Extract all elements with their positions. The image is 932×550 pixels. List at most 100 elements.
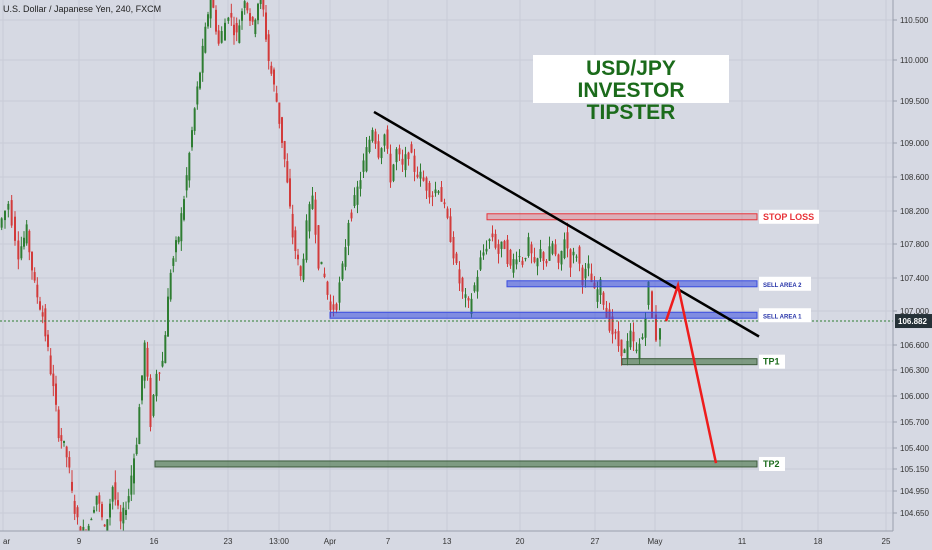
time-tick-label: 20 bbox=[516, 537, 525, 546]
sell-area-2-label-bg bbox=[759, 276, 811, 291]
candle-body bbox=[57, 409, 60, 439]
candle-body bbox=[356, 186, 359, 205]
candle-body bbox=[335, 303, 338, 310]
candle-body bbox=[410, 144, 413, 153]
candle-body bbox=[320, 261, 323, 265]
candle-body bbox=[431, 195, 434, 197]
candle-body bbox=[90, 519, 93, 521]
candle-body bbox=[95, 495, 98, 505]
candle-body bbox=[458, 269, 461, 284]
candle-body bbox=[587, 263, 590, 269]
candle-body bbox=[488, 239, 491, 241]
candle-body bbox=[353, 195, 356, 206]
candle-body bbox=[28, 230, 31, 253]
symbol-title: U.S. Dollar / Japanese Yen, 240, FXCM bbox=[3, 4, 162, 14]
candle-body bbox=[641, 337, 644, 340]
candle-body bbox=[602, 292, 605, 305]
candle-body bbox=[299, 266, 302, 277]
price-tick-label: 106.600 bbox=[900, 341, 929, 350]
candle-body bbox=[44, 308, 47, 337]
candle-body bbox=[87, 525, 90, 534]
candle-body bbox=[557, 254, 560, 263]
candle-body bbox=[554, 244, 557, 255]
candle-body bbox=[180, 213, 183, 242]
candle-body bbox=[249, 13, 251, 21]
candle-body bbox=[63, 440, 65, 443]
candle-body bbox=[497, 244, 500, 254]
candle-body bbox=[521, 260, 524, 265]
candle-body bbox=[106, 519, 109, 536]
candle-body bbox=[41, 312, 44, 317]
candle-body bbox=[133, 458, 135, 484]
candle-body bbox=[332, 304, 335, 310]
tp2-label-bg bbox=[759, 456, 785, 471]
candle-body bbox=[509, 249, 512, 266]
candle-body bbox=[428, 182, 431, 198]
projected-move-arrow bbox=[664, 280, 718, 464]
candle-body bbox=[368, 139, 371, 152]
candle-body bbox=[152, 394, 155, 416]
candle-body bbox=[55, 383, 57, 405]
candle-body bbox=[566, 232, 569, 249]
candle-body bbox=[4, 210, 6, 221]
candle-body bbox=[149, 377, 152, 428]
candle-body bbox=[542, 252, 545, 261]
candle-body bbox=[380, 148, 383, 159]
candle-body bbox=[172, 258, 175, 266]
candle-body bbox=[209, 0, 212, 19]
candle-body bbox=[317, 225, 320, 269]
candle-body bbox=[227, 17, 230, 21]
price-tick-label: 110.500 bbox=[900, 16, 929, 25]
price-tick-label: 105.150 bbox=[900, 465, 929, 474]
candle-body bbox=[383, 134, 386, 146]
candle-body bbox=[506, 239, 509, 265]
candle-body bbox=[584, 268, 587, 279]
time-tick-label: 25 bbox=[882, 537, 891, 546]
candle-body bbox=[422, 177, 425, 181]
candle-body bbox=[167, 296, 169, 337]
candle-body bbox=[638, 343, 641, 359]
price-tick-label: 104.650 bbox=[900, 509, 929, 518]
candle-body bbox=[398, 148, 401, 155]
candle-body bbox=[467, 298, 470, 301]
candle-body bbox=[114, 482, 117, 500]
candle-body bbox=[404, 154, 407, 171]
tp2-label: TP2 bbox=[763, 459, 780, 469]
candle-body bbox=[305, 220, 308, 261]
resistance-trendline bbox=[373, 110, 760, 338]
sell-area-1-label: SELL AREA 1 bbox=[763, 314, 802, 320]
candle-body bbox=[551, 243, 554, 254]
tp1-label-bg bbox=[759, 354, 785, 369]
candle-body bbox=[138, 407, 141, 445]
candle-body bbox=[109, 503, 111, 518]
sell-area-2-zone bbox=[506, 280, 758, 288]
candle-body bbox=[164, 335, 167, 364]
price-tick-label: 109.500 bbox=[900, 97, 929, 106]
candle-body bbox=[20, 246, 23, 259]
candle-body bbox=[143, 342, 146, 381]
brand-box: USD/JPY INVESTOR TIPSTER bbox=[533, 55, 729, 124]
tp1-zone bbox=[621, 358, 758, 366]
candle-body bbox=[215, 9, 217, 32]
candle-body bbox=[235, 22, 238, 33]
time-tick-label: 11 bbox=[738, 537, 747, 546]
candle-body bbox=[425, 177, 428, 191]
candle-body bbox=[515, 259, 518, 265]
candle-body bbox=[52, 373, 55, 387]
candle-body bbox=[527, 237, 530, 256]
candle-body bbox=[257, 3, 259, 21]
candle-body bbox=[146, 347, 149, 377]
sell-area-1-zone bbox=[329, 311, 758, 319]
candle-body bbox=[455, 253, 458, 264]
candle-body bbox=[158, 372, 161, 374]
candle-body bbox=[119, 511, 122, 522]
candle-body bbox=[7, 203, 10, 210]
time-tick-label: 16 bbox=[150, 537, 159, 546]
candle-body bbox=[533, 257, 536, 263]
stop-loss-label: STOP LOSS bbox=[763, 212, 814, 222]
candle-body bbox=[629, 330, 632, 348]
candle-body bbox=[188, 153, 191, 181]
price-tick-label: 104.950 bbox=[900, 487, 929, 496]
